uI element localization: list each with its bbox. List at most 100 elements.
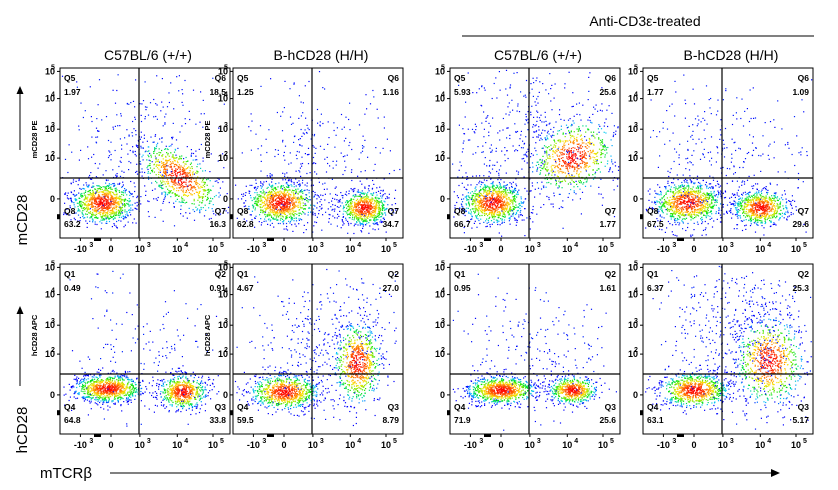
x-tick-label: 10 [172,244,182,254]
scatter-point [287,208,289,210]
scatter-point [176,173,178,175]
scatter-point [353,232,355,235]
scatter-point [170,181,172,183]
scatter-point [178,167,180,169]
scatter-point [503,216,505,218]
scatter-point [292,198,294,200]
scatter-point [248,205,250,208]
scatter-point [168,160,170,162]
scatter-point [285,182,287,184]
scatter-point [350,212,352,215]
scatter-point [355,203,357,205]
scatter-point [140,114,142,116]
scatter-point [506,197,508,200]
scatter-point [110,201,112,203]
scatter-point [85,204,87,206]
scatter-point [190,180,192,182]
scatter-point [105,215,107,217]
scatter-point [352,209,354,211]
scatter-point [188,189,190,191]
scatter-point [367,211,369,213]
scatter-point [103,212,105,215]
scatter-point [116,202,118,204]
scatter-point [506,201,508,203]
scatter-point [365,199,367,201]
scatter-point [102,192,104,194]
scatter-point [516,206,518,208]
scatter-point [180,165,182,167]
scatter-point [278,213,280,215]
scatter-point [106,193,108,195]
x-axis-marker [94,238,101,241]
scatter-point [273,204,275,206]
scatter-point [264,202,266,204]
scatter-point [168,185,170,187]
scatter-point [566,156,568,158]
scatter-point [314,191,316,194]
scatter-point [124,204,126,206]
scatter-point [341,202,343,204]
scatter-point [304,85,306,87]
scatter-point [348,207,350,209]
scatter-point [135,134,137,136]
scatter-point [118,202,120,204]
scatter-point [478,203,481,205]
scatter-point [466,207,468,209]
scatter-point [107,216,109,218]
scatter-point [248,190,250,192]
scatter-point [281,218,284,220]
scatter-point [121,207,123,209]
scatter-point [465,172,467,174]
scatter-point [393,169,395,172]
scatter-point [108,150,110,152]
scatter-point [90,199,92,201]
y-tick-label: 10 [45,124,55,134]
scatter-point [84,217,86,219]
scatter-point [608,171,610,173]
scatter-point [179,187,181,189]
scatter-point [368,215,370,217]
scatter-point [376,203,378,205]
scatter-point [462,209,464,211]
scatter-point [482,187,484,189]
scatter-point [370,205,372,207]
scatter-point [382,208,384,210]
scatter-point [113,202,116,204]
scatter-point [375,207,378,209]
scatter-point [354,196,356,198]
scatter-point [156,167,159,169]
scatter-point [74,212,76,214]
scatter-point [142,147,144,149]
scatter-point [103,190,105,192]
scatter-point [275,192,277,194]
scatter-point [324,199,326,201]
scatter-point [83,203,85,205]
scatter-point [365,196,367,198]
scatter-point [514,213,517,216]
scatter-point [301,162,304,165]
scatter-point [363,193,365,195]
scatter-point [136,208,138,210]
scatter-point [356,205,358,207]
scatter-point [515,193,517,195]
scatter-point [363,203,365,206]
scatter-point [497,223,499,226]
scatter-point [305,204,307,206]
scatter-point [152,169,154,171]
scatter-point [485,213,488,215]
scatter-point [105,188,107,190]
scatter-point [572,176,574,178]
scatter-point [130,209,132,211]
scatter-point [103,200,105,202]
scatter-point [266,175,268,177]
scatter-point [509,206,511,208]
scatter-point [92,193,95,196]
scatter-point [129,191,131,193]
scatter-point [175,157,177,159]
scatter-point [514,187,516,189]
scatter-point [382,204,384,206]
scatter-point [141,168,143,170]
scatter-point [153,141,155,143]
scatter-point [299,190,302,192]
scatter-point [197,183,199,185]
